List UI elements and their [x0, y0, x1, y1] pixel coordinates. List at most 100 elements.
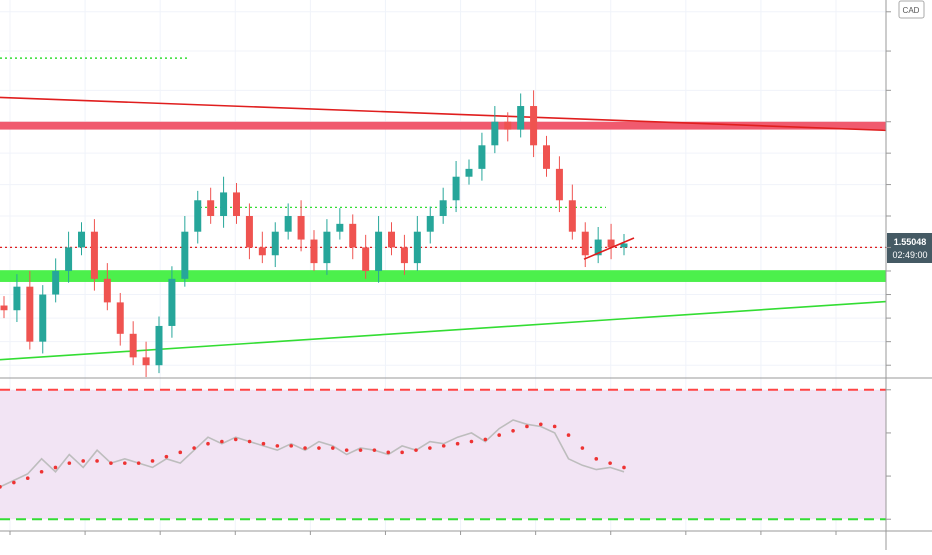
candle[interactable]	[155, 325, 163, 366]
ascending-trendline[interactable]	[0, 300, 886, 361]
rsi-ma-point	[400, 450, 404, 455]
candle[interactable]	[220, 192, 228, 216]
rsi-ma-point	[178, 450, 183, 455]
candle[interactable]	[13, 286, 21, 311]
candle[interactable]	[568, 200, 576, 232]
candle[interactable]	[129, 333, 137, 358]
short-trendline[interactable]	[583, 237, 635, 260]
candle[interactable]	[0, 305, 8, 311]
price-tag-countdown: 02:49:00	[892, 250, 927, 260]
rsi-ma-point	[192, 446, 196, 450]
candle[interactable]	[297, 215, 305, 240]
rsi-ma-point	[303, 446, 307, 450]
rsi-ma-point	[539, 422, 543, 427]
candle[interactable]	[258, 247, 266, 256]
candle[interactable]	[310, 239, 318, 264]
descending-trendline[interactable]	[0, 96, 886, 132]
price-tag-value: 1.55048	[894, 237, 927, 247]
candle[interactable]	[478, 145, 486, 169]
candle[interactable]	[375, 231, 383, 271]
rsi-line[interactable]	[0, 419, 625, 488]
rsi-ma-point	[233, 437, 238, 442]
rsi-ma-point	[344, 448, 349, 452]
candle[interactable]	[116, 302, 124, 334]
candle[interactable]	[245, 215, 253, 248]
rsi-band-fill	[0, 389, 886, 520]
rsi-ma-point	[53, 465, 58, 470]
rsi-pane[interactable]	[0, 388, 886, 521]
candle[interactable]	[555, 168, 563, 201]
candle[interactable]	[594, 239, 602, 256]
rsi-ma-point	[206, 441, 210, 446]
rsi-ma-point	[566, 433, 571, 437]
candle[interactable]	[452, 176, 460, 201]
rsi-ma-point	[511, 428, 515, 433]
candle[interactable]	[517, 106, 525, 130]
candle[interactable]	[349, 223, 357, 248]
candle[interactable]	[504, 121, 512, 130]
rsi-ma-point	[455, 441, 460, 446]
candle[interactable]	[607, 239, 615, 248]
rsi-ma-point	[275, 444, 280, 448]
rsi-ma-point	[358, 448, 363, 452]
candle[interactable]	[271, 231, 279, 256]
candle[interactable]	[362, 247, 370, 271]
price-pane[interactable]	[0, 57, 886, 377]
candle[interactable]	[181, 231, 189, 279]
rsi-ma-point	[150, 459, 155, 463]
candle[interactable]	[26, 286, 34, 342]
candle[interactable]	[233, 192, 240, 216]
candle[interactable]	[400, 247, 408, 264]
rsi-ma-point	[483, 437, 488, 442]
rsi-ma-point	[580, 446, 585, 450]
rsi-ma-point	[414, 448, 418, 452]
candle[interactable]	[413, 231, 421, 264]
rsi-ma-point	[261, 441, 266, 446]
candle[interactable]	[323, 231, 331, 264]
candle[interactable]	[465, 168, 473, 177]
candle[interactable]	[142, 357, 150, 366]
rsi-ma-point	[164, 454, 169, 459]
candle[interactable]	[491, 121, 499, 146]
rsi-ma-point	[289, 444, 294, 448]
rsi-ma-point	[441, 444, 446, 448]
rsi-ma-point	[247, 439, 252, 444]
candle[interactable]	[194, 200, 202, 232]
rsi-ma-point	[136, 461, 141, 465]
rsi-ma-point	[428, 446, 432, 450]
rsi-ma-point	[469, 439, 474, 444]
candle[interactable]	[543, 145, 550, 169]
candle[interactable]	[65, 247, 73, 271]
rsi-ma-point	[220, 439, 224, 444]
candle[interactable]	[388, 231, 395, 248]
candle[interactable]	[620, 243, 628, 248]
candle[interactable]	[530, 106, 538, 146]
rsi-ma-point	[0, 485, 2, 489]
candle[interactable]	[78, 231, 85, 248]
candle[interactable]	[52, 270, 60, 295]
rsi-ma-point	[372, 448, 377, 452]
candle[interactable]	[103, 278, 111, 303]
rsi-ma-point	[594, 457, 599, 461]
currency-badge	[898, 0, 925, 19]
candle[interactable]	[581, 231, 589, 256]
candle[interactable]	[284, 215, 292, 232]
candle[interactable]	[39, 294, 47, 342]
support-zone[interactable]	[0, 270, 886, 282]
candle[interactable]	[90, 231, 98, 279]
candle[interactable]	[439, 200, 447, 216]
resistance-zone[interactable]	[0, 121, 886, 130]
rsi-ma-point	[67, 461, 72, 465]
price-tag-box[interactable]	[887, 233, 932, 263]
rsi-ma-point	[81, 459, 85, 463]
candle[interactable]	[207, 200, 215, 216]
rsi-ma-point	[95, 459, 99, 463]
rsi-ma-point	[123, 461, 127, 465]
candle[interactable]	[336, 223, 344, 232]
candle[interactable]	[168, 278, 176, 326]
rsi-ma-point	[39, 469, 44, 474]
candle[interactable]	[426, 215, 434, 232]
